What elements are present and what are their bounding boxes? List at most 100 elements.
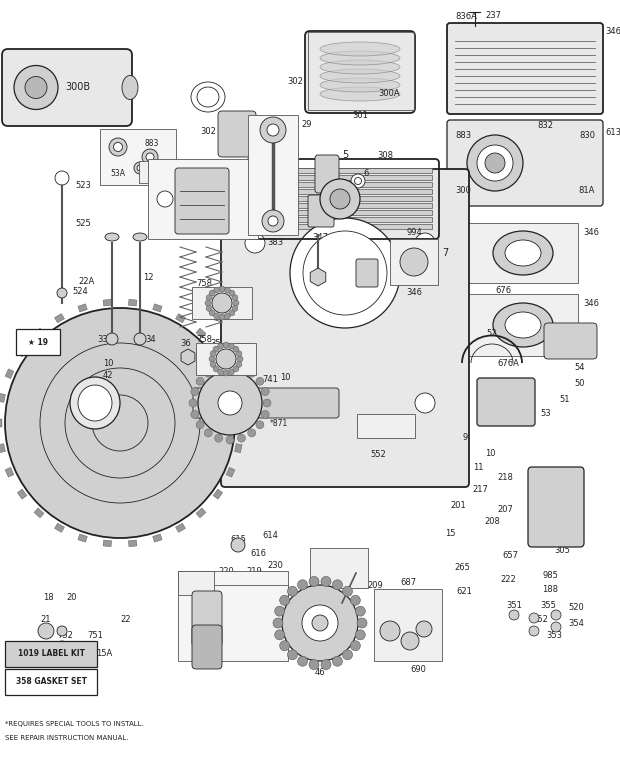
Circle shape [57, 288, 67, 298]
Text: 10: 10 [485, 449, 495, 457]
Text: 676A: 676A [497, 359, 519, 368]
Text: 300B: 300B [66, 82, 91, 92]
Bar [196, 343, 256, 375]
Text: 54: 54 [575, 363, 585, 372]
Text: 42: 42 [103, 370, 113, 380]
Circle shape [215, 435, 223, 442]
Ellipse shape [70, 377, 120, 429]
Circle shape [477, 145, 513, 181]
Bar [234, 393, 242, 402]
FancyBboxPatch shape [221, 169, 469, 487]
FancyBboxPatch shape [253, 203, 432, 208]
Text: 883: 883 [455, 131, 471, 140]
Bar [196, 328, 206, 338]
Bar [17, 489, 27, 499]
Circle shape [243, 391, 267, 415]
Bar [238, 419, 244, 427]
Circle shape [14, 66, 58, 110]
Bar [148, 159, 258, 239]
Bar [175, 314, 185, 323]
Text: 741: 741 [262, 374, 278, 384]
Text: 847: 847 [187, 579, 205, 587]
Text: 237: 237 [485, 12, 501, 20]
Circle shape [213, 366, 219, 372]
Text: 634: 634 [274, 584, 290, 594]
Text: 11: 11 [472, 464, 483, 472]
Bar [0, 419, 2, 427]
Text: 614: 614 [262, 531, 278, 539]
Text: 18: 18 [43, 594, 53, 602]
Circle shape [256, 420, 264, 429]
Text: 355: 355 [540, 601, 556, 609]
Text: 25: 25 [173, 164, 184, 173]
Bar [468, 294, 578, 356]
Circle shape [342, 650, 353, 660]
Text: 29: 29 [301, 120, 311, 129]
Text: 81A: 81A [578, 186, 595, 195]
Ellipse shape [320, 42, 400, 56]
Ellipse shape [320, 78, 400, 92]
Circle shape [320, 179, 360, 219]
Circle shape [380, 621, 400, 641]
Circle shape [209, 356, 215, 362]
Text: 34: 34 [145, 334, 156, 344]
Text: 46: 46 [315, 668, 326, 677]
Text: 35: 35 [211, 339, 221, 348]
Circle shape [467, 135, 523, 191]
Bar [178, 571, 288, 661]
Circle shape [275, 586, 289, 600]
Circle shape [268, 216, 278, 226]
Bar [34, 508, 44, 518]
Bar [55, 523, 64, 532]
Text: 222: 222 [500, 575, 516, 583]
Text: 525: 525 [75, 218, 91, 228]
Bar [103, 540, 112, 547]
Bar [55, 314, 64, 323]
Circle shape [232, 305, 238, 312]
Text: 216: 216 [542, 474, 558, 482]
Bar [0, 393, 6, 402]
FancyBboxPatch shape [192, 591, 222, 647]
Text: 208: 208 [484, 517, 500, 525]
Text: 36: 36 [180, 339, 192, 348]
Circle shape [233, 346, 239, 352]
Circle shape [223, 342, 229, 348]
Text: 308: 308 [377, 150, 393, 160]
Bar [128, 299, 137, 306]
FancyBboxPatch shape [447, 120, 603, 206]
Circle shape [261, 388, 269, 395]
Text: 353: 353 [546, 630, 562, 640]
Circle shape [551, 622, 561, 632]
Text: 562: 562 [344, 562, 360, 572]
Circle shape [146, 153, 154, 161]
Bar [226, 369, 235, 379]
Bar [308, 32, 414, 110]
Text: 1: 1 [355, 423, 360, 431]
Text: *REQUIRES SPECIAL TOOLS TO INSTALL.: *REQUIRES SPECIAL TOOLS TO INSTALL. [5, 721, 144, 727]
Text: ★ 19: ★ 19 [28, 337, 48, 347]
FancyBboxPatch shape [253, 210, 432, 215]
FancyBboxPatch shape [253, 196, 432, 201]
Circle shape [509, 610, 519, 620]
Text: 994: 994 [406, 228, 422, 237]
Bar [5, 467, 14, 477]
Circle shape [214, 313, 219, 319]
Text: 300A: 300A [378, 89, 400, 98]
Circle shape [210, 351, 216, 356]
Bar [78, 304, 87, 312]
Ellipse shape [351, 174, 365, 188]
Circle shape [267, 124, 279, 136]
Text: 302: 302 [287, 77, 303, 85]
Text: 752: 752 [57, 630, 73, 640]
Text: 305: 305 [554, 546, 570, 555]
Circle shape [237, 364, 246, 372]
Circle shape [210, 362, 216, 367]
Circle shape [290, 218, 400, 328]
Circle shape [226, 362, 234, 370]
Text: 45: 45 [340, 576, 350, 586]
Circle shape [312, 615, 328, 631]
Circle shape [134, 333, 146, 345]
Bar [153, 304, 162, 312]
Text: 302: 302 [200, 127, 216, 135]
Circle shape [282, 585, 358, 661]
